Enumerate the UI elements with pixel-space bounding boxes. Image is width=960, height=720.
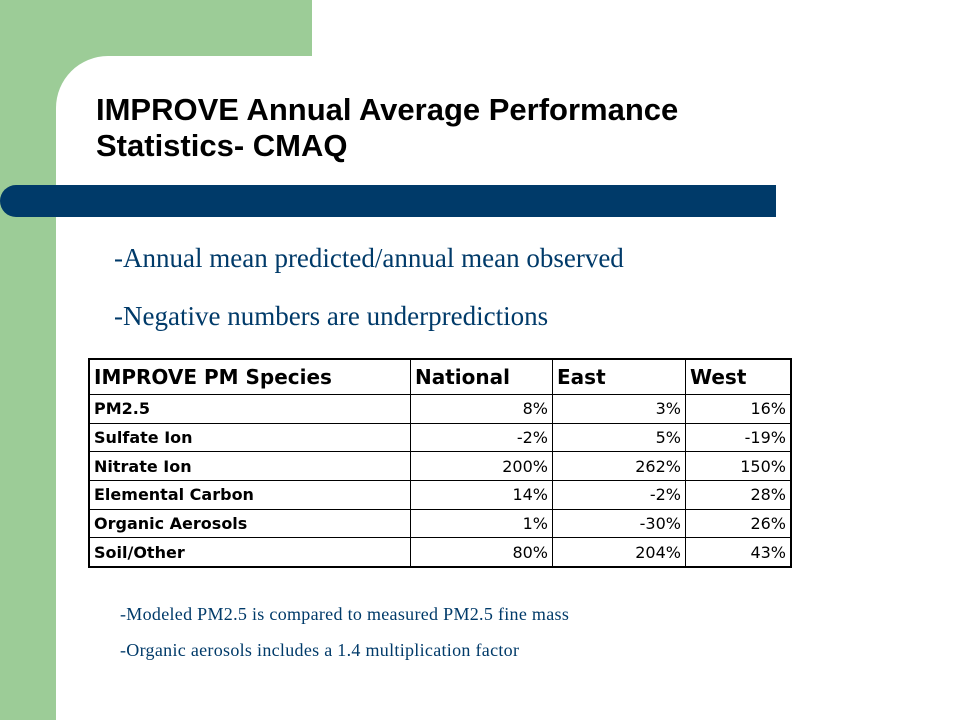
- slide-title-line-2: Statistics- CMAQ: [96, 128, 348, 163]
- national-cell: 1%: [410, 508, 553, 539]
- species-cell: Soil/Other: [88, 537, 411, 568]
- species-cell: Nitrate Ion: [88, 451, 411, 481]
- table-row: Nitrate Ion 200% 262% 150%: [88, 451, 792, 481]
- header-west: West: [685, 358, 792, 395]
- species-cell: Organic Aerosols: [88, 508, 411, 539]
- header-national: National: [410, 358, 553, 395]
- west-cell: 43%: [685, 537, 792, 568]
- national-cell: 200%: [410, 451, 553, 481]
- bullet-negative-numbers: -Negative numbers are underpredictions: [114, 301, 549, 331]
- species-cell: PM2.5: [88, 394, 411, 424]
- slide-title-line-1: IMPROVE Annual Average Performance: [96, 92, 679, 127]
- table-row: PM2.5 8% 3% 16%: [88, 394, 792, 424]
- species-cell: Sulfate Ion: [88, 422, 411, 453]
- national-cell: 14%: [410, 479, 553, 510]
- slide-title: IMPROVE Annual Average Performance Stati…: [96, 92, 856, 164]
- note-organic-factor: -Organic aerosols includes a 1.4 multipl…: [120, 640, 520, 660]
- west-cell: 150%: [685, 451, 792, 481]
- title-underline-bar: [0, 185, 776, 217]
- east-cell: 204%: [552, 537, 686, 568]
- footnote-list: -Modeled PM2.5 is compared to measured P…: [120, 600, 880, 672]
- note-modeled-vs-measured: -Modeled PM2.5 is compared to measured P…: [120, 604, 570, 624]
- header-species: IMPROVE PM Species: [88, 358, 411, 395]
- west-cell: 16%: [685, 394, 792, 424]
- header-east: East: [552, 358, 686, 395]
- east-cell: 262%: [552, 451, 686, 481]
- table-row: Soil/Other 80% 204% 43%: [88, 537, 792, 568]
- west-cell: 28%: [685, 479, 792, 510]
- west-cell: -19%: [685, 422, 792, 453]
- national-cell: 80%: [410, 537, 553, 568]
- east-cell: -2%: [552, 479, 686, 510]
- species-cell: Elemental Carbon: [88, 479, 411, 510]
- table-row: Elemental Carbon 14% -2% 28%: [88, 479, 792, 510]
- east-cell: -30%: [552, 508, 686, 539]
- west-cell: 26%: [685, 508, 792, 539]
- east-cell: 5%: [552, 422, 686, 453]
- national-cell: -2%: [410, 422, 553, 453]
- table-row: Sulfate Ion -2% 5% -19%: [88, 422, 792, 453]
- east-cell: 3%: [552, 394, 686, 424]
- performance-table: IMPROVE PM Species National East West PM…: [88, 358, 792, 568]
- bullet-list: -Annual mean predicted/annual mean obser…: [114, 236, 874, 352]
- national-cell: 8%: [410, 394, 553, 424]
- bullet-predicted-observed: -Annual mean predicted/annual mean obser…: [114, 243, 624, 273]
- table-header-row: IMPROVE PM Species National East West: [88, 358, 792, 395]
- table-row: Organic Aerosols 1% -30% 26%: [88, 508, 792, 539]
